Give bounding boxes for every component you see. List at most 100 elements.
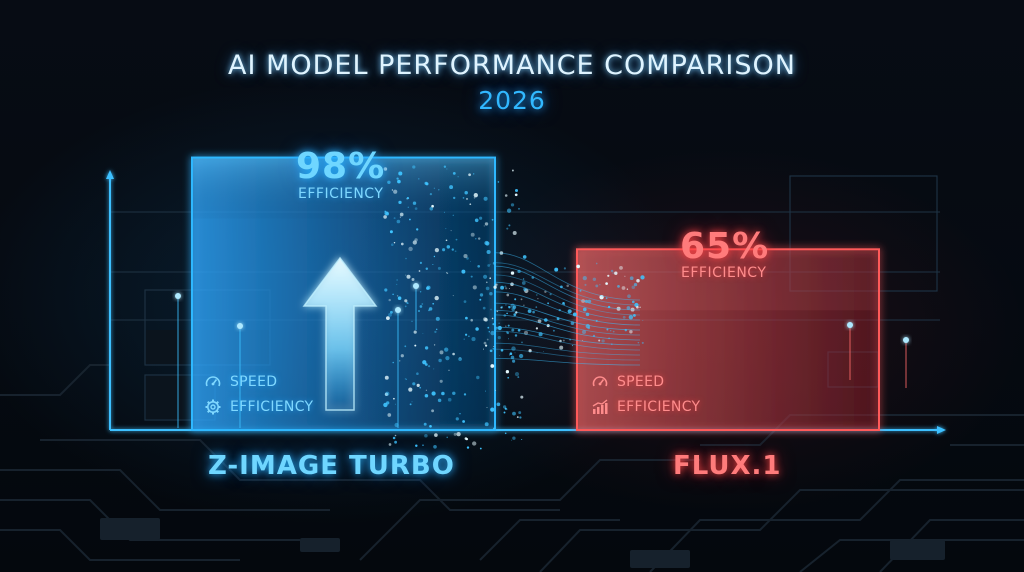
particle bbox=[507, 376, 510, 379]
stream-line bbox=[494, 291, 641, 326]
particle bbox=[411, 401, 413, 403]
particle bbox=[389, 310, 393, 314]
particle bbox=[435, 328, 438, 331]
particle bbox=[383, 215, 387, 219]
particle bbox=[453, 196, 456, 200]
particle bbox=[452, 214, 454, 216]
particle bbox=[432, 264, 434, 265]
particle bbox=[518, 353, 524, 359]
particle bbox=[384, 288, 388, 292]
particle bbox=[464, 191, 468, 195]
particle bbox=[438, 358, 442, 363]
particle bbox=[506, 227, 509, 230]
particle bbox=[483, 274, 488, 279]
particle bbox=[629, 276, 634, 281]
particle bbox=[477, 264, 481, 268]
particle bbox=[397, 296, 402, 300]
particle bbox=[514, 193, 518, 197]
particle bbox=[434, 247, 440, 253]
particle bbox=[506, 312, 508, 315]
data-label-caption: EFFICIENCY bbox=[298, 186, 384, 202]
particle bbox=[592, 277, 597, 282]
particle bbox=[419, 305, 423, 308]
particle bbox=[500, 306, 503, 309]
particle bbox=[463, 254, 468, 259]
particle bbox=[465, 333, 468, 336]
up-arrow-icon bbox=[302, 256, 378, 411]
particle bbox=[388, 443, 392, 446]
particle bbox=[416, 383, 420, 387]
particle bbox=[399, 216, 401, 218]
particle bbox=[449, 185, 454, 190]
particle bbox=[508, 306, 510, 307]
particle bbox=[489, 349, 493, 353]
particle bbox=[422, 444, 424, 446]
particle bbox=[443, 165, 447, 168]
particle bbox=[468, 335, 470, 338]
particle bbox=[544, 318, 548, 322]
particle bbox=[523, 330, 529, 335]
particle bbox=[439, 379, 443, 383]
particle bbox=[473, 173, 475, 175]
particle bbox=[514, 298, 517, 301]
particle bbox=[461, 269, 466, 274]
particle bbox=[612, 330, 615, 333]
particle bbox=[508, 224, 511, 227]
particle bbox=[581, 329, 587, 335]
particle bbox=[465, 316, 468, 320]
particle bbox=[392, 361, 394, 364]
particle bbox=[619, 266, 623, 270]
particle bbox=[628, 315, 634, 320]
particle bbox=[599, 284, 601, 286]
particle bbox=[471, 337, 476, 342]
particle bbox=[454, 250, 457, 253]
bar-highlight bbox=[193, 158, 494, 219]
particle bbox=[610, 330, 612, 332]
metric-item: EFFICIENCY bbox=[591, 398, 700, 416]
particle bbox=[522, 255, 527, 259]
particle bbox=[412, 201, 417, 205]
particle bbox=[562, 301, 565, 305]
particle bbox=[387, 180, 391, 185]
particle bbox=[582, 275, 587, 281]
particle bbox=[605, 297, 608, 300]
particle bbox=[444, 347, 449, 352]
metric-item: SPEED bbox=[591, 373, 664, 391]
particle bbox=[637, 341, 640, 344]
particle bbox=[472, 441, 477, 446]
particle bbox=[404, 299, 408, 303]
particle bbox=[489, 291, 493, 296]
particle bbox=[636, 279, 640, 283]
particle bbox=[419, 386, 422, 389]
particle bbox=[629, 330, 633, 334]
particle bbox=[517, 328, 521, 332]
particle bbox=[456, 431, 461, 437]
particle bbox=[431, 391, 436, 396]
speedometer-icon bbox=[592, 376, 608, 387]
particle bbox=[507, 324, 510, 327]
metric-item: EFFICIENCY bbox=[204, 398, 313, 416]
particle bbox=[411, 320, 413, 322]
particle bbox=[424, 181, 428, 185]
pin-dot bbox=[903, 337, 909, 343]
particle bbox=[452, 171, 456, 175]
particle bbox=[443, 211, 445, 213]
particle bbox=[506, 293, 510, 297]
particle bbox=[511, 328, 515, 332]
particle bbox=[483, 196, 488, 201]
particle bbox=[576, 264, 581, 269]
particle bbox=[543, 351, 544, 352]
particle bbox=[468, 173, 471, 177]
particle bbox=[446, 272, 448, 274]
particle bbox=[479, 216, 483, 220]
chart-title: AI MODEL PERFORMANCE COMPARISON bbox=[228, 50, 796, 81]
particle bbox=[511, 307, 515, 312]
particle bbox=[453, 432, 457, 436]
particle bbox=[393, 397, 395, 400]
particle bbox=[404, 305, 407, 308]
particle bbox=[547, 302, 550, 305]
particle bbox=[504, 432, 507, 435]
particle bbox=[479, 293, 484, 297]
particle bbox=[434, 433, 438, 437]
